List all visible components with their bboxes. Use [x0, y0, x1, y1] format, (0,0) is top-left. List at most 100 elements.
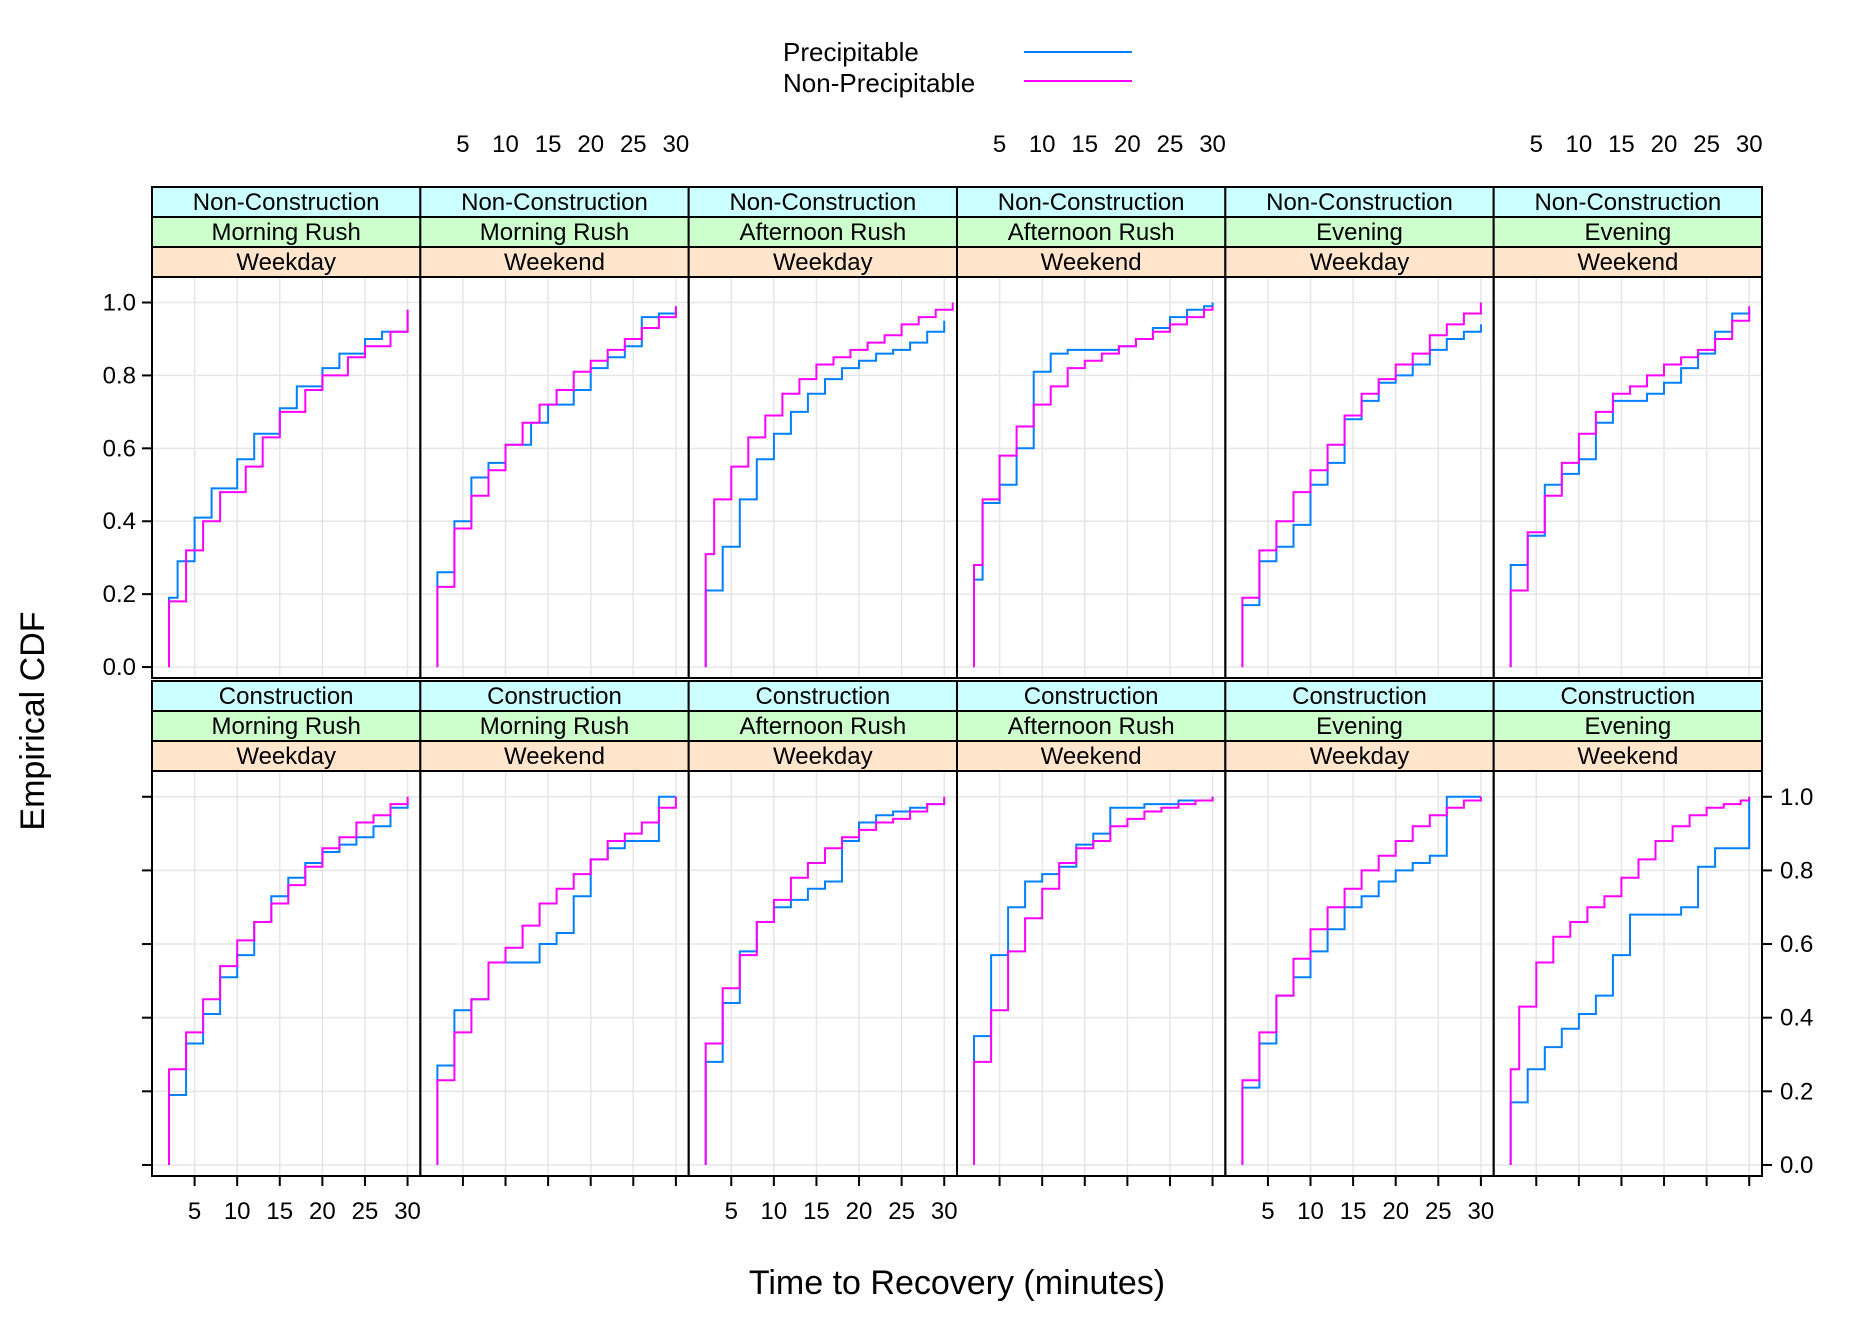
strip-box [687, 186, 959, 218]
x-tick-label: 10 [761, 1198, 788, 1225]
strip-box [419, 186, 690, 218]
x-tick-label: 15 [1071, 131, 1098, 158]
strip-label: Construction [487, 683, 622, 710]
panel-5: Non-Construction Evening Weekday [1224, 186, 1495, 679]
x-tick-label: 30 [1199, 131, 1226, 158]
x-tick-label: 5 [188, 1198, 201, 1225]
strip-box [151, 710, 422, 742]
strip-label: Construction [1292, 683, 1427, 710]
x-tick-label: 15 [803, 1198, 830, 1225]
series-line-precipitable [973, 302, 1214, 668]
panel-4: Non-Construction Afternoon Rush Weekend 5 10… [956, 131, 1227, 679]
x-tick-label: 15 [1340, 1198, 1367, 1225]
x-tick-label: 20 [846, 1198, 873, 1225]
x-tick-label: 30 [1468, 1198, 1495, 1225]
strip-label: Morning Rush [211, 713, 360, 740]
strip-label: Weekday [773, 743, 873, 770]
strip-label: Evening [1316, 713, 1403, 740]
x-tick-label: 20 [1651, 131, 1678, 158]
panel-border [687, 770, 959, 1177]
panel-border [956, 276, 1227, 679]
y-tick-label: 0.8 [1780, 857, 1813, 884]
y-tick-label: 0.8 [103, 362, 136, 389]
panel-9: Construction Afternoon Rush Weekday 5 10 15 20… [687, 680, 959, 1225]
x-tick-label: 5 [725, 1198, 738, 1225]
panel-border [1492, 276, 1763, 679]
panel-border [151, 770, 422, 1177]
x-tick-label: 10 [1566, 131, 1593, 158]
x-tick-label: 30 [931, 1198, 958, 1225]
panel-grid: Non-Construction Morning Rush Weekday 0.0 0.… [103, 131, 1814, 1225]
strip-label: Weekday [1310, 249, 1410, 276]
series-line-non-precipitable [168, 796, 409, 1165]
strip-box [1224, 246, 1495, 278]
strip-box [1492, 246, 1763, 278]
strip-label: Non-Construction [193, 189, 380, 216]
strip-label: Weekend [1577, 743, 1678, 770]
series-line-non-precipitable [1509, 796, 1751, 1165]
strip-label: Non-Construction [1266, 189, 1453, 216]
series-line-precipitable [1241, 795, 1481, 1165]
strip-label: Construction [755, 683, 890, 710]
strip-box [1224, 740, 1495, 772]
x-tick-label: 5 [993, 131, 1006, 158]
legend-label-non-precipitable: Non-Precipitable [783, 68, 975, 98]
strip-label: Morning Rush [211, 219, 360, 246]
strip-label: Evening [1584, 219, 1671, 246]
x-tick-label: 25 [1693, 131, 1720, 158]
panel-8: Construction Morning Rush Weekend [419, 680, 690, 1186]
strip-label: Weekend [1041, 249, 1142, 276]
panel-border [419, 770, 690, 1177]
series-line-non-precipitable [1241, 302, 1482, 668]
panel-border [151, 276, 422, 679]
series-line-precipitable [973, 796, 1214, 1165]
series-line-precipitable [436, 306, 677, 668]
legend: Precipitable Non-Precipitable [783, 37, 1132, 98]
series-line-precipitable [436, 795, 676, 1165]
strip-label: Weekday [773, 249, 873, 276]
strip-box [956, 710, 1227, 742]
panel-border [687, 276, 959, 679]
x-tick-label: 15 [1608, 131, 1635, 158]
series-line-precipitable [1509, 309, 1751, 668]
strip-label: Evening [1316, 219, 1403, 246]
panel-12: Construction Evening Weekend 0.0 0.2 0.4 0.6 0.… [1492, 680, 1813, 1186]
x-tick-label: 10 [492, 131, 519, 158]
strip-box [1492, 740, 1763, 772]
x-tick-label: 5 [1261, 1198, 1274, 1225]
panel-11: Construction Evening Weekday 5 10 15 20 25 30 [1224, 680, 1495, 1225]
y-axis-title: Empirical CDF [14, 611, 52, 830]
panel-border [419, 276, 690, 679]
x-tick-label: 25 [620, 131, 647, 158]
y-tick-label: 0.2 [1780, 1078, 1813, 1105]
strip-box [956, 740, 1227, 772]
panel-7: Construction Morning Rush Weekday 5 10 15 20 25… [142, 680, 422, 1225]
y-tick-label: 0.6 [1780, 931, 1813, 958]
series-line-non-precipitable [704, 796, 946, 1165]
strip-box [956, 680, 1227, 712]
strip-label: Morning Rush [480, 219, 629, 246]
strip-label: Afternoon Rush [1008, 219, 1175, 246]
strip-label: Afternoon Rush [1008, 713, 1175, 740]
y-tick-label: 0.2 [103, 581, 136, 608]
strip-box [1492, 710, 1763, 742]
strip-box [1224, 186, 1495, 218]
y-tick-label: 1.0 [103, 290, 136, 317]
y-tick-label: 0.4 [103, 508, 136, 535]
x-tick-label: 25 [352, 1198, 379, 1225]
strip-box [419, 246, 690, 278]
y-tick-label: 0.0 [1780, 1152, 1813, 1179]
x-tick-label: 20 [309, 1198, 336, 1225]
series-line-non-precipitable [1509, 306, 1751, 668]
panel-2: Non-Construction Morning Rush Weekend 5 10 15… [419, 131, 690, 679]
series-line-non-precipitable [973, 796, 1214, 1165]
strip-label: Construction [219, 683, 354, 710]
x-tick-label: 15 [535, 131, 562, 158]
strip-box [956, 186, 1227, 218]
strip-box [419, 740, 690, 772]
x-tick-label: 20 [1382, 1198, 1409, 1225]
panel-3: Non-Construction Afternoon Rush Weekday [687, 186, 959, 679]
x-tick-label: 10 [224, 1198, 251, 1225]
strip-label: Weekend [1041, 743, 1142, 770]
